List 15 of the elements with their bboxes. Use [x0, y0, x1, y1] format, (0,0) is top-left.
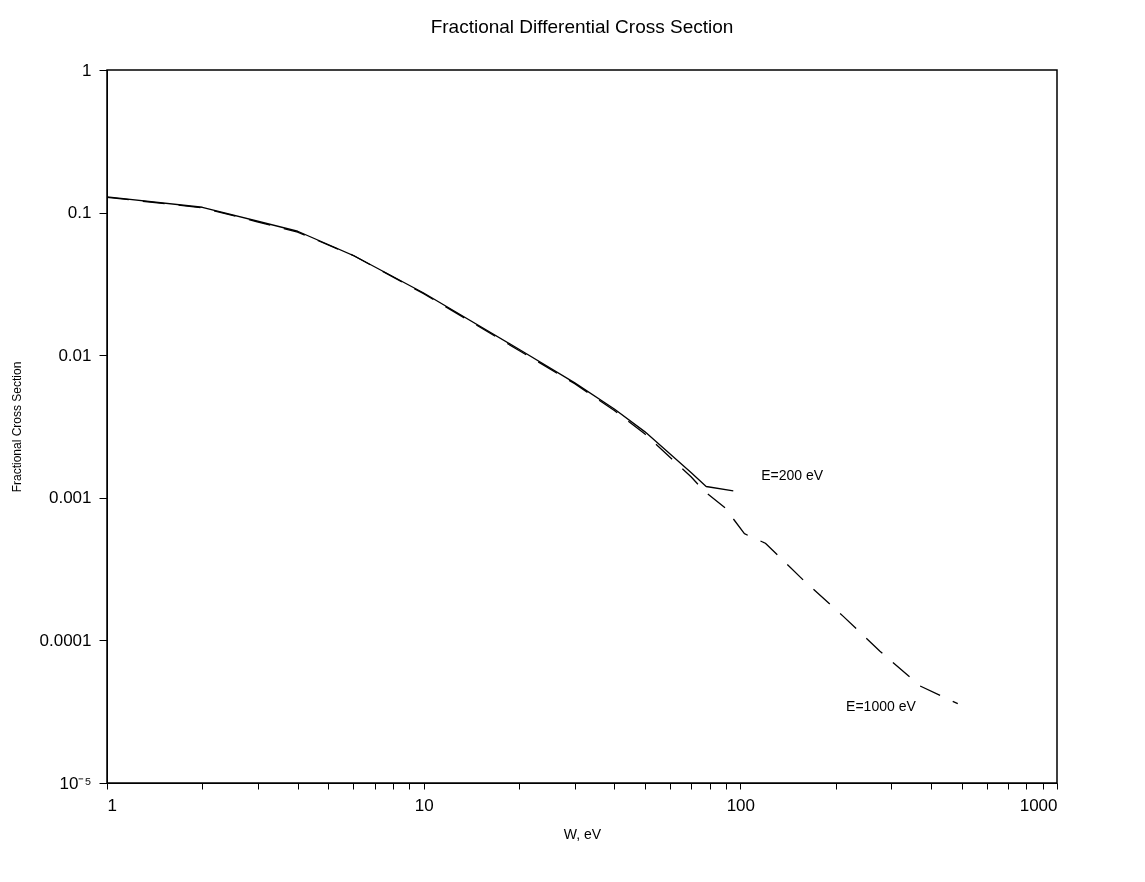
y-axis-title: Fractional Cross Section — [9, 361, 24, 493]
x-tick-label: 100 — [726, 795, 756, 815]
x-axis-title: W, eV — [563, 825, 602, 842]
y-tick-label: 0.001 — [48, 488, 92, 508]
series-label: E=1000 eV — [846, 697, 917, 714]
y-tick-label: 0.0001 — [39, 630, 92, 650]
x-tick-label: 1000 — [1019, 795, 1058, 815]
text: E=200 eV — [761, 466, 824, 483]
x-tick-label: 10 — [414, 795, 434, 815]
y-tick-label: 0.01 — [58, 345, 92, 365]
y-tick-label: 1 — [82, 60, 92, 80]
y-tick-label: 10⁻⁵ — [59, 773, 92, 793]
x-tick-label: 1 — [107, 795, 117, 815]
y-tick-label: 0.1 — [67, 203, 92, 223]
chart-title: Fractional Differential Cross Section — [430, 16, 734, 37]
